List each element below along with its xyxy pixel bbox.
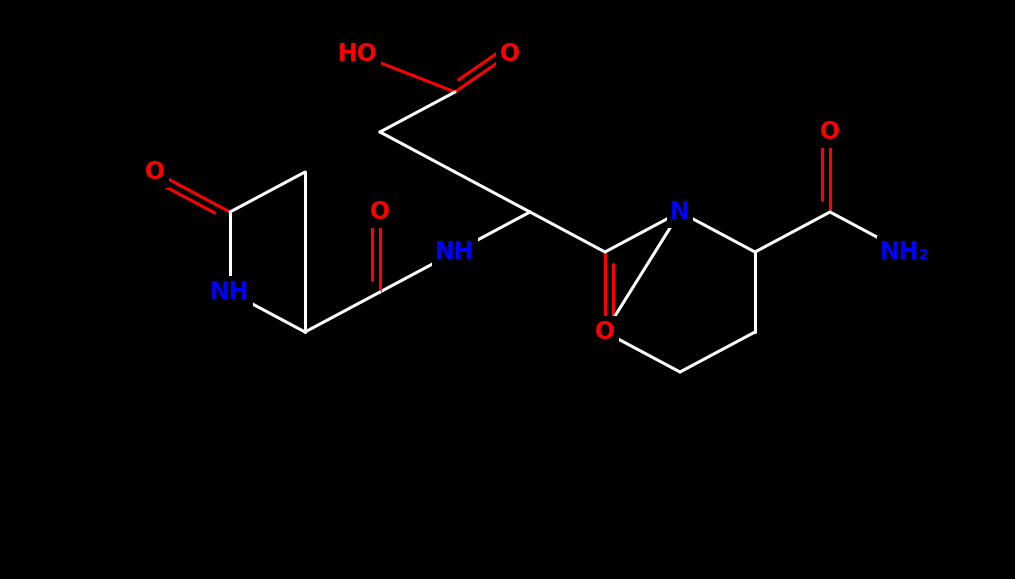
Text: HO: HO [338, 42, 378, 66]
Text: O: O [145, 160, 165, 184]
Text: O: O [820, 120, 840, 144]
Text: O: O [500, 42, 520, 66]
Text: N: N [670, 200, 690, 224]
Text: NH: NH [435, 240, 475, 264]
Text: NH₂: NH₂ [880, 240, 930, 264]
Text: O: O [369, 200, 390, 224]
Text: O: O [595, 320, 615, 344]
Text: NH: NH [210, 280, 250, 304]
